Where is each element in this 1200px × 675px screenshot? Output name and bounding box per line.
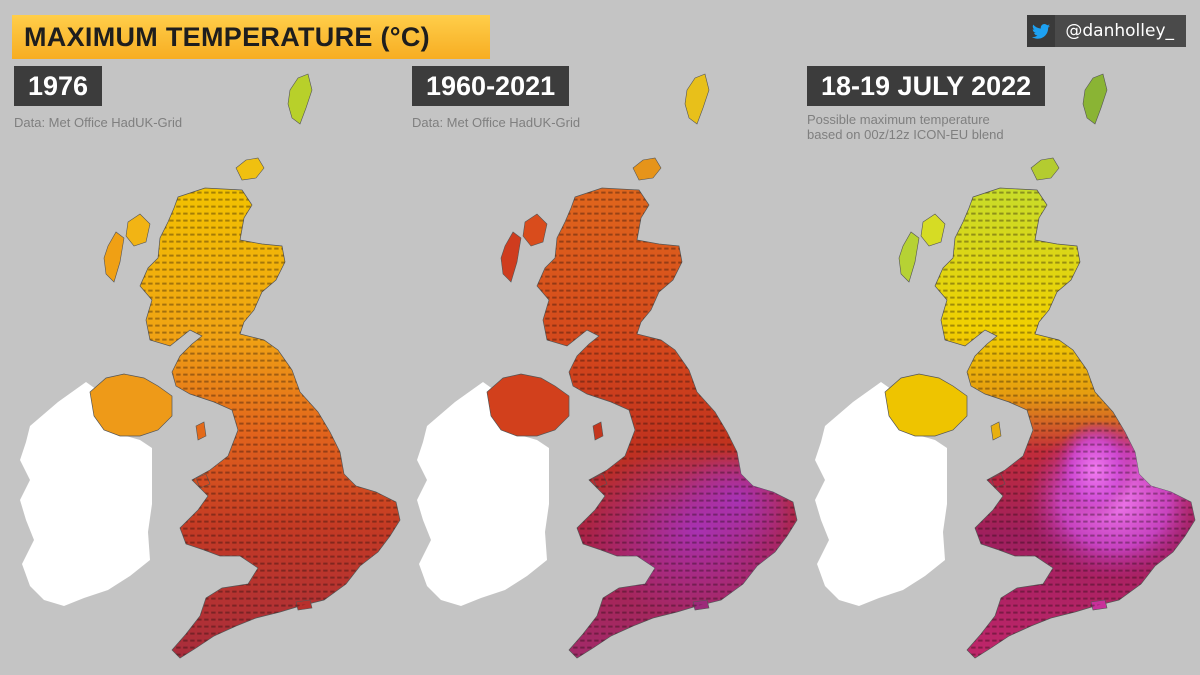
panel-2-period-label: 1960-2021 <box>412 66 570 106</box>
panel-2-source: Data: Met Office HadUK-Grid <box>412 115 581 130</box>
panel-1-period-label: 1976 <box>14 66 103 106</box>
panel-3-period-label: 18-19 JULY 2022 <box>807 66 1046 106</box>
panel-3-source: Possible maximum temperature based on 00… <box>807 112 1004 142</box>
panel-1-source: Data: Met Office HadUK-Grid <box>14 115 183 130</box>
twitter-bird-icon <box>1027 15 1056 47</box>
panel-2-map <box>417 73 798 659</box>
panel-3-map <box>815 73 1196 659</box>
twitter-handle-text: @danholley_ <box>1065 21 1174 41</box>
page-title: MAXIMUM TEMPERATURE (°C) <box>12 15 490 59</box>
panel-1-map <box>20 73 401 659</box>
twitter-handle-badge: @danholley_ <box>1027 15 1186 47</box>
